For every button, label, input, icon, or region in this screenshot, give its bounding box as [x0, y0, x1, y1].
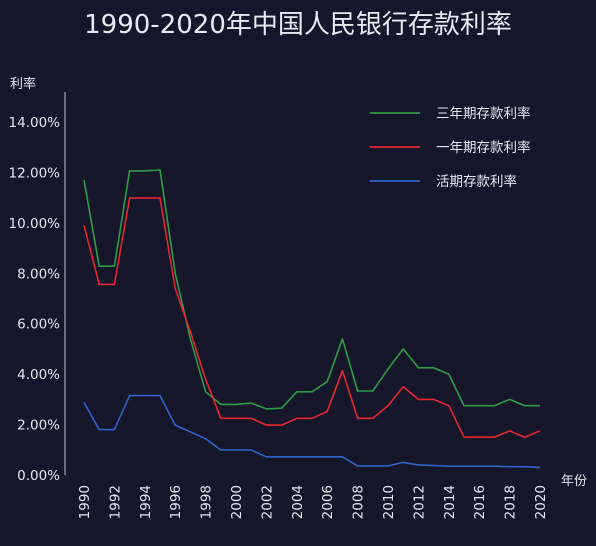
series-line-1 — [83, 169, 540, 410]
x-tick-label: 1998 — [199, 485, 215, 519]
x-tick-label: 2004 — [290, 485, 306, 519]
y-tick-label: 6.00% — [17, 317, 60, 333]
x-tick-label: 1994 — [138, 485, 154, 519]
legend-label: 活期存款利率 — [436, 173, 517, 190]
x-tick-label: 2006 — [320, 485, 336, 519]
x-tick-label: 2020 — [533, 485, 549, 519]
x-tick-label: 2000 — [229, 485, 245, 519]
y-tick-label: 10.00% — [9, 216, 61, 232]
x-tick-label: 2014 — [442, 485, 458, 519]
x-tick-label: 2010 — [381, 485, 397, 519]
x-tick-label: 1992 — [107, 485, 123, 519]
y-tick-label: 2.00% — [17, 418, 60, 434]
series-line-3 — [83, 394, 541, 469]
x-tick-labels: 1990 1992 1994 1996 1998 2000 2002 2004 2006 2008… — [77, 485, 549, 519]
y-tick-label: 14.00% — [9, 115, 61, 131]
series-line-2 — [83, 197, 541, 439]
x-axis-label: 年份 — [561, 474, 587, 489]
y-tick-label: 8.00% — [17, 266, 60, 282]
y-axis-label: 利率 — [10, 76, 36, 92]
x-tick-label: 2018 — [503, 485, 519, 519]
chart-title: 1990-2020年中国人民银行存款利率 — [84, 10, 512, 40]
y-tick-label: 4.00% — [17, 367, 60, 383]
x-tick-label: 2008 — [351, 485, 367, 519]
legend-label: 三年期存款利率 — [436, 105, 531, 122]
x-tick-label: 1996 — [168, 485, 184, 519]
x-tick-label: 1990 — [77, 485, 93, 519]
x-tick-label: 2016 — [472, 485, 488, 519]
x-tick-label: 2002 — [259, 485, 275, 519]
y-tick-label: 12.00% — [9, 165, 61, 181]
x-tick-label: 2012 — [411, 485, 427, 519]
y-tick-label: 0.00% — [17, 468, 60, 484]
y-tick-labels: 0.00% 2.00% 4.00% 6.00% 8.00% 10.00% 12.00% 14.… — [9, 115, 61, 484]
series-lines — [83, 169, 541, 469]
legend-label: 一年期存款利率 — [436, 139, 531, 156]
